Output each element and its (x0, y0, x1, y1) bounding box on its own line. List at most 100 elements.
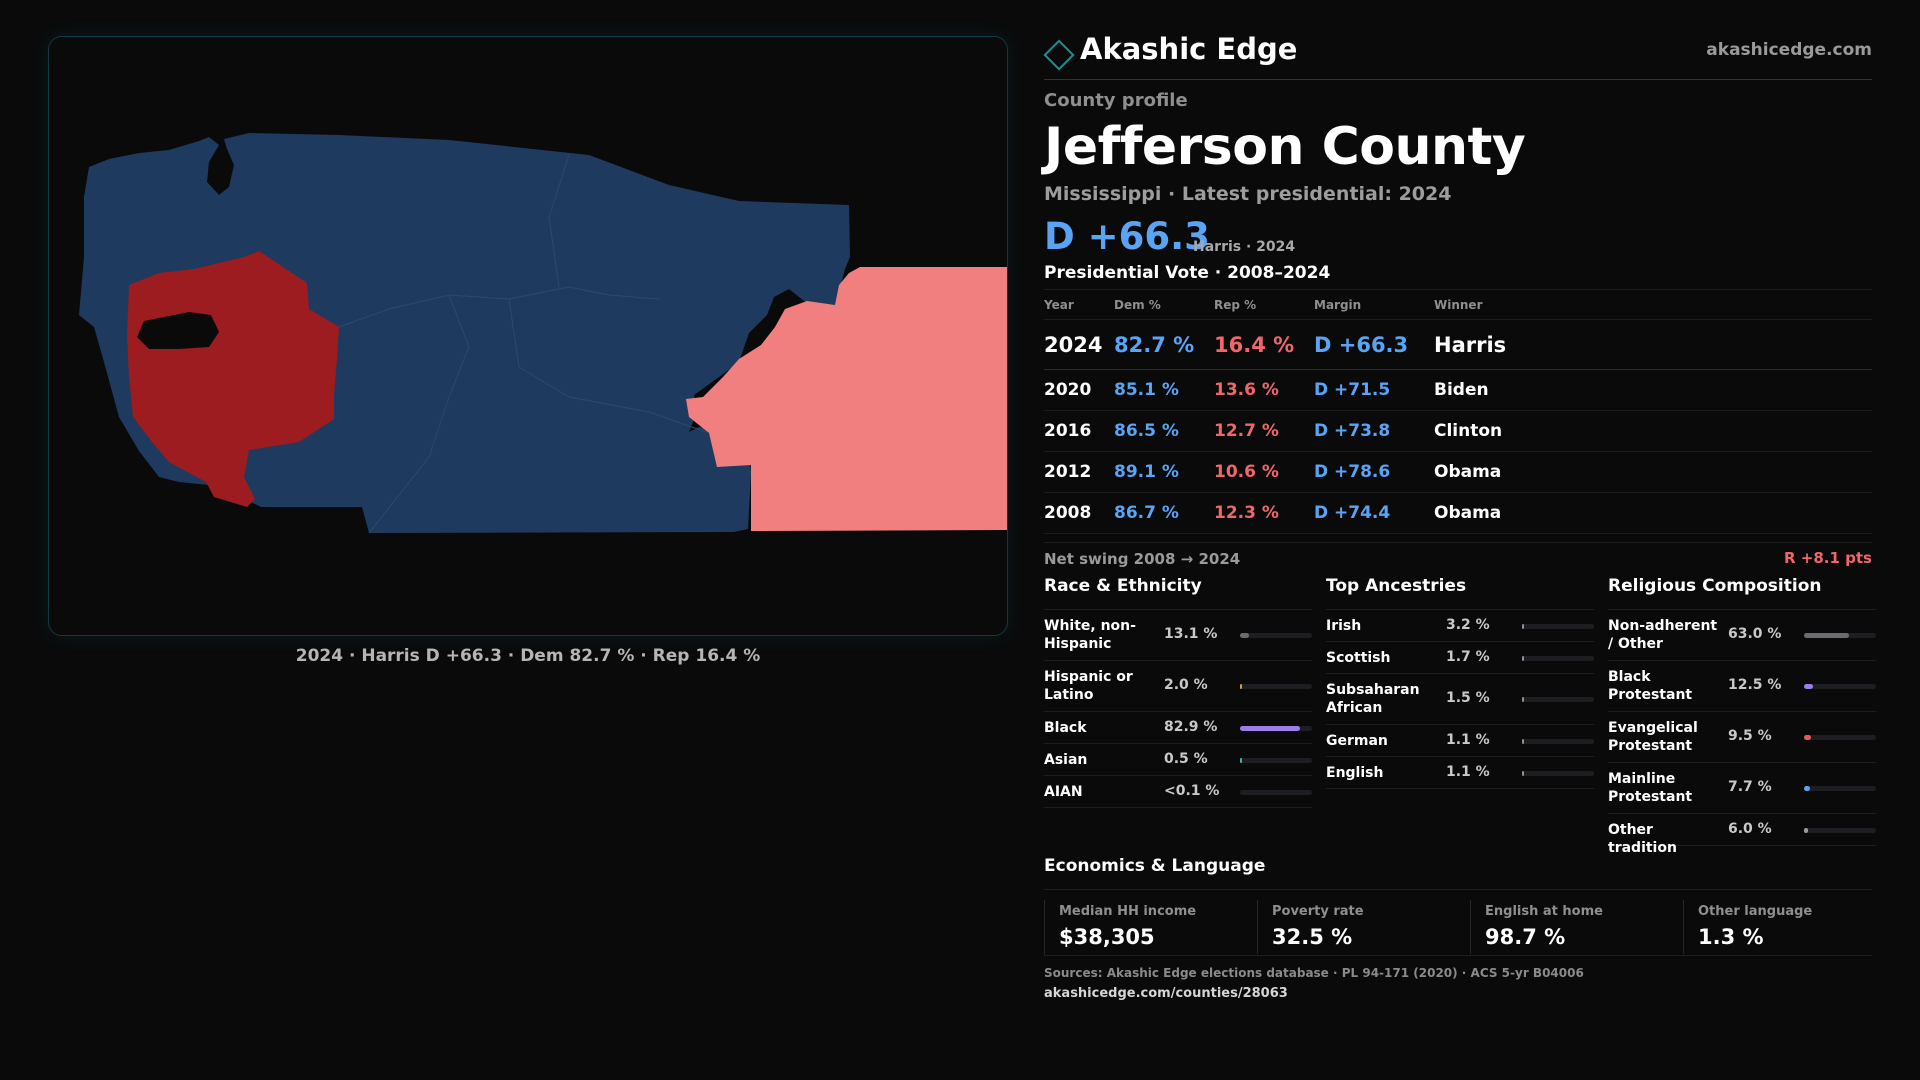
col-margin: Margin (1314, 289, 1434, 320)
econ-value: 1.3 % (1698, 925, 1764, 949)
col-rep: Rep % (1214, 289, 1314, 320)
table-row: 2020 85.1 % 13.6 % D +71.5 Biden (1044, 369, 1872, 411)
item-bar-fill (1804, 633, 1850, 638)
item-name: AIAN (1044, 784, 1083, 800)
race-column: Race & Ethnicity White, non-Hispanic 13.… (1044, 576, 1312, 808)
precinct-rep-lean-region[interactable] (686, 267, 1008, 531)
item-bar-fill (1522, 624, 1525, 629)
item-bar-track (1240, 790, 1312, 795)
list-item: Mainline Protestant 7.7 % (1608, 763, 1876, 814)
list-item: German 1.1 % (1326, 725, 1594, 757)
race-title: Race & Ethnicity (1044, 576, 1312, 610)
list-item: AIAN <0.1 % (1044, 776, 1312, 808)
page-url-link[interactable]: akashicedge.com/counties/28063 (1044, 986, 1288, 1001)
item-pct: 3.2 % (1446, 617, 1490, 633)
item-bar-track (1240, 633, 1312, 638)
item-pct: 9.5 % (1728, 728, 1772, 744)
headline-margin-value: D +66.3 (1044, 215, 1210, 258)
sources-note: Sources: Akashic Edge elections database… (1044, 966, 1584, 980)
cell-dem: 86.5 % (1114, 410, 1214, 452)
list-item: Non-adherent / Other 63.0 % (1608, 610, 1876, 661)
table-row: 2016 86.5 % 12.7 % D +73.8 Clinton (1044, 410, 1872, 452)
econ-cell-income: Median HH income $38,305 (1044, 900, 1251, 954)
county-map-svg[interactable] (49, 37, 1008, 636)
cell-winner: Clinton (1434, 410, 1872, 452)
page-title: Jefferson County (1044, 117, 1526, 177)
list-item: Hispanic or Latino 2.0 % (1044, 661, 1312, 712)
profile-panel: Akashic Edge akashicedge.com County prof… (1043, 32, 1876, 1001)
item-bar-track (1240, 726, 1312, 731)
item-pct: 13.1 % (1164, 626, 1218, 642)
econ-label: Poverty rate (1272, 904, 1364, 919)
religion-column: Religious Composition Non-adherent / Oth… (1608, 576, 1876, 856)
cell-year: 2020 (1044, 369, 1114, 411)
list-item: Other tradition 6.0 % (1608, 814, 1876, 856)
item-bar-track (1522, 739, 1594, 744)
list-item: Scottish 1.7 % (1326, 642, 1594, 674)
item-bar-track (1804, 633, 1876, 638)
county-map[interactable] (48, 36, 1008, 636)
list-item: White, non-Hispanic 13.1 % (1044, 610, 1312, 661)
econ-value: $38,305 (1059, 925, 1155, 949)
item-bar-fill (1522, 697, 1525, 702)
item-bar-fill (1522, 739, 1525, 744)
table-row: 2024 82.7 % 16.4 % D +66.3 Harris (1044, 319, 1872, 370)
cell-winner: Biden (1434, 369, 1872, 411)
item-name: German (1326, 733, 1388, 749)
list-item: Evangelical Protestant 9.5 % (1608, 712, 1876, 763)
demographics-columns: Race & Ethnicity White, non-Hispanic 13.… (1044, 576, 1876, 856)
ancestry-column: Top Ancestries Irish 3.2 % Scottish 1.7 … (1326, 576, 1594, 789)
vote-table-header: Year Dem % Rep % Margin Winner (1044, 289, 1872, 320)
econ-label: Other language (1698, 904, 1813, 919)
item-name: Hispanic or Latino (1044, 669, 1133, 703)
item-bar-fill (1804, 735, 1811, 740)
item-bar-fill (1522, 656, 1525, 661)
item-name: Irish (1326, 618, 1362, 634)
item-bar-fill (1804, 786, 1810, 791)
econ-cell-english: English at home 98.7 % (1470, 900, 1677, 954)
item-name: Subsaharan African (1326, 682, 1420, 716)
cell-dem: 85.1 % (1114, 369, 1214, 411)
cell-margin: D +74.4 (1314, 492, 1434, 534)
item-pct: 1.1 % (1446, 732, 1490, 748)
econ-label: Median HH income (1059, 904, 1197, 919)
item-bar-fill (1240, 633, 1250, 638)
cell-winner: Obama (1434, 492, 1872, 534)
cell-rep: 12.7 % (1214, 410, 1314, 452)
cell-rep: 10.6 % (1214, 451, 1314, 493)
vote-table: Year Dem % Rep % Margin Winner 2024 82.7… (1044, 289, 1872, 534)
cell-winner: Harris (1434, 319, 1872, 370)
col-year: Year (1044, 289, 1114, 320)
page-kicker: County profile (1044, 90, 1188, 111)
item-pct: 1.7 % (1446, 649, 1490, 665)
econ-cell-other-language: Other language 1.3 % (1683, 900, 1890, 954)
cell-year: 2012 (1044, 451, 1114, 493)
cell-rep: 13.6 % (1214, 369, 1314, 411)
item-name: Non-adherent / Other (1608, 618, 1718, 652)
list-item: English 1.1 % (1326, 757, 1594, 789)
item-name: Evangelical Protestant (1608, 720, 1698, 754)
religion-title: Religious Composition (1608, 576, 1876, 610)
item-bar-track (1240, 758, 1312, 763)
diamond-logo-icon (1043, 39, 1075, 71)
item-bar-track (1240, 684, 1312, 689)
page-subtitle: Mississippi · Latest presidential: 2024 (1044, 183, 1452, 205)
site-link[interactable]: akashicedge.com (1706, 40, 1872, 60)
item-bar-fill (1804, 828, 1809, 833)
brand-name[interactable]: Akashic Edge (1080, 32, 1298, 66)
item-name: Black (1044, 720, 1087, 736)
item-bar-track (1522, 771, 1594, 776)
item-pct: <0.1 % (1164, 783, 1220, 799)
item-bar-track (1522, 624, 1594, 629)
lake-shape (137, 312, 219, 349)
cell-margin: D +73.8 (1314, 410, 1434, 452)
cell-dem: 82.7 % (1114, 319, 1214, 370)
cell-year: 2024 (1044, 319, 1114, 370)
item-bar-track (1522, 697, 1594, 702)
item-bar-fill (1522, 771, 1525, 776)
econ-value: 98.7 % (1485, 925, 1566, 949)
ancestry-title: Top Ancestries (1326, 576, 1594, 610)
col-winner: Winner (1434, 289, 1872, 320)
map-caption: 2024 · Harris D +66.3 · Dem 82.7 % · Rep… (295, 646, 761, 666)
item-bar-fill (1804, 684, 1813, 689)
